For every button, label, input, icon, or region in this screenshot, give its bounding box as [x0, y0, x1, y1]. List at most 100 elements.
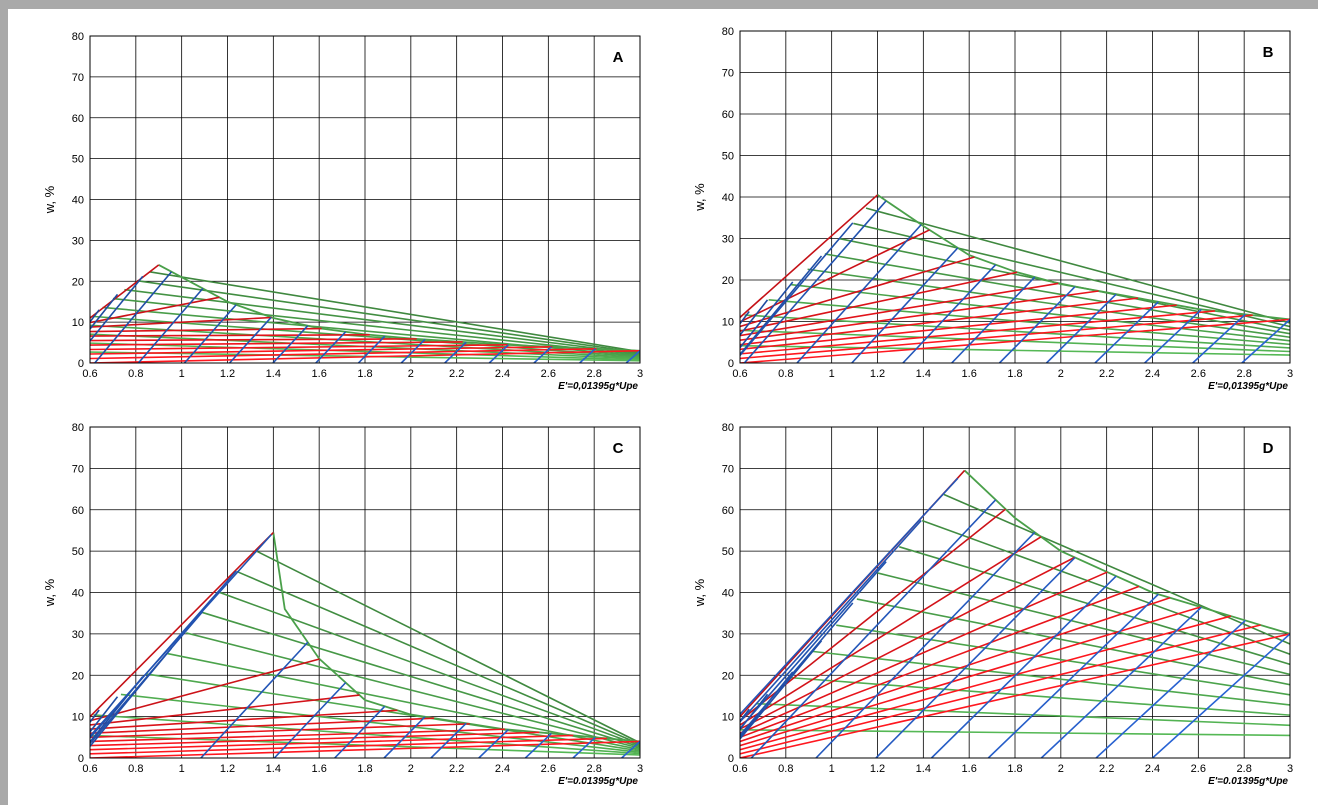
x-tick-label: 2: [1058, 763, 1064, 775]
series-line-red: [90, 531, 274, 718]
y-tick-label: 30: [72, 235, 84, 247]
x-tick-label: 0.8: [128, 368, 143, 380]
series-line-red: [90, 734, 574, 751]
x-tick-label: 1.2: [870, 763, 885, 775]
series-line-green: [824, 253, 1290, 335]
series-line-red: [90, 717, 435, 734]
series-line-blue: [533, 346, 552, 363]
x-tick-label: 3: [1287, 763, 1293, 775]
y-tick-label: 30: [722, 234, 734, 246]
series-line-blue: [750, 499, 997, 758]
y-tick-label: 60: [722, 505, 734, 517]
x-tick-label: 2.8: [587, 368, 602, 380]
x-tick-label: 2: [408, 763, 414, 775]
series-line-blue: [183, 304, 237, 363]
y-axis-label: w, %: [692, 183, 707, 212]
x-tick-label: 0.8: [778, 368, 793, 380]
series-line-blue: [137, 287, 204, 363]
series-line-red: [740, 310, 1216, 355]
series-line-green: [865, 207, 1290, 324]
chart-panel-d: 0.6 0.8 1 1.2 1.4 1.6 1.8 2 2.2 2.4 2.6 2.8 30102030…: [692, 422, 1293, 787]
y-tick-label: 70: [72, 72, 84, 84]
series-line-blue: [90, 534, 272, 738]
series-line-green: [120, 693, 640, 754]
y-tick-label: 0: [728, 358, 734, 370]
series-line-red: [740, 606, 1201, 747]
y-tick-label: 0: [78, 358, 84, 370]
series-line-green-envelope: [876, 194, 1290, 321]
y-tick-label: 40: [722, 192, 734, 204]
panel-label: A: [613, 49, 624, 66]
chart-panel-c: 0.6 0.8 1 1.2 1.4 1.6 1.8 2 2.2 2.4 2.6 2.8 30102030…: [42, 422, 643, 787]
x-tick-label: 1.6: [962, 763, 977, 775]
series-line-red: [90, 296, 220, 324]
x-tick-label: 0.6: [82, 368, 97, 380]
series-line-red: [740, 585, 1140, 739]
series-line-red: [90, 658, 320, 722]
series-line-blue: [1151, 633, 1290, 758]
series-line-blue: [930, 575, 1117, 758]
y-tick-label: 70: [72, 463, 84, 475]
series-line-blue: [228, 316, 272, 363]
x-tick-label: 0.6: [82, 763, 97, 775]
x-tick-label: 1: [829, 368, 835, 380]
x-tick-label: 2.2: [1099, 763, 1114, 775]
series-line-red: [90, 338, 417, 342]
series-line-blue: [444, 341, 467, 363]
series-line-red: [740, 633, 1290, 758]
y-tick-label: 40: [72, 195, 84, 207]
y-tick-label: 10: [72, 712, 84, 724]
x-tick-label: 1: [829, 763, 835, 775]
x-tick-label: 1.2: [220, 368, 235, 380]
series-line-red: [740, 597, 1171, 743]
series-line-green: [236, 570, 640, 745]
series-line-blue: [200, 641, 309, 758]
series-line-blue: [272, 325, 309, 363]
series-line-green: [853, 222, 1290, 328]
x-tick-label: 0.8: [128, 763, 143, 775]
y-axis-label: w, %: [42, 578, 57, 607]
series-line-green: [93, 714, 640, 755]
x-tick-label: 2.2: [449, 763, 464, 775]
series-line-red: [740, 297, 1139, 346]
series-line-blue: [621, 740, 640, 758]
series-line-blue: [579, 348, 596, 363]
series-line-green: [202, 611, 640, 748]
series-line-red: [90, 740, 640, 758]
series-line-green-envelope: [158, 264, 640, 352]
series-line-blue: [90, 709, 100, 724]
x-tick-label: 1.2: [220, 763, 235, 775]
series-line-green: [943, 493, 1290, 645]
x-tick-label: 1.8: [1007, 763, 1022, 775]
series-line-blue: [1040, 606, 1202, 758]
y-tick-label: 80: [72, 31, 84, 43]
x-tick-label: 3: [1287, 368, 1293, 380]
series-line-red: [90, 737, 607, 755]
y-tick-label: 80: [722, 26, 734, 38]
series-line-green: [812, 650, 1290, 706]
x-tick-label: 0.6: [732, 368, 747, 380]
series-line-red: [740, 194, 879, 318]
y-tick-label: 80: [72, 422, 84, 434]
series-line-blue: [740, 708, 750, 723]
x-tick-label: 1.8: [357, 763, 372, 775]
series-line-red: [90, 264, 160, 319]
panel-label: C: [613, 440, 624, 457]
series-line-red: [90, 347, 597, 360]
x-tick-label: 1.6: [312, 763, 327, 775]
x-tick-label: 2.4: [1145, 368, 1160, 380]
series-line-red: [90, 709, 398, 730]
series-line-blue: [357, 335, 386, 363]
y-tick-label: 50: [72, 546, 84, 558]
y-tick-label: 50: [722, 151, 734, 163]
x-tick-label: 3: [637, 368, 643, 380]
series-line-green-envelope: [963, 469, 1290, 635]
series-line-red: [740, 271, 1018, 332]
y-tick-label: 60: [722, 109, 734, 121]
x-axis-label: E'=0.01395g*Upe: [1208, 776, 1288, 787]
series-line-red: [740, 282, 1059, 337]
y-tick-label: 40: [722, 588, 734, 600]
series-line-green: [146, 673, 640, 752]
x-tick-label: 2.4: [1145, 763, 1160, 775]
series-line-red: [740, 290, 1099, 341]
